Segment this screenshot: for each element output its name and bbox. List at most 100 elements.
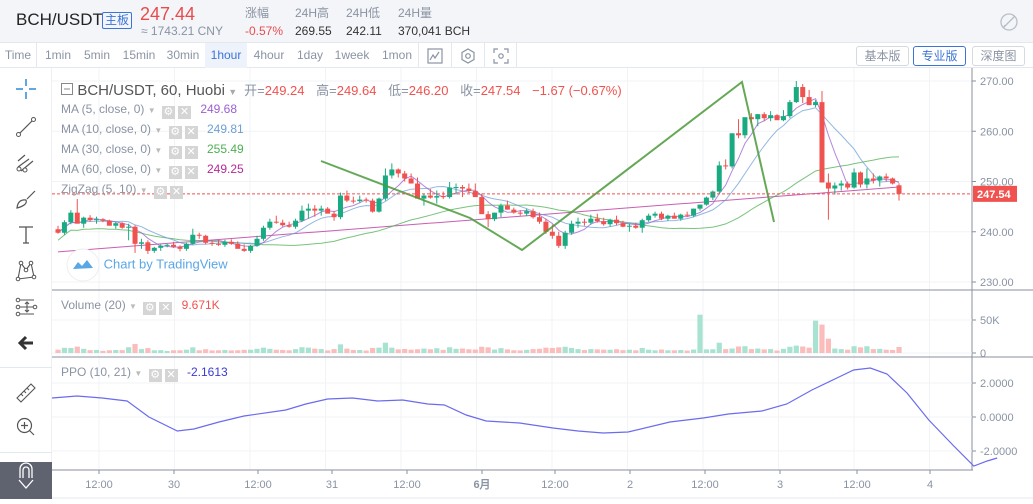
text-tool[interactable]: [11, 220, 41, 250]
stat-24h-volume: 24H量 370,041 BCH: [398, 6, 470, 40]
change-value: −1.67 (−0.67%): [532, 83, 622, 98]
settings-gear-icon[interactable]: ⚙: [153, 186, 167, 199]
tab-30min[interactable]: 30min: [166, 48, 200, 62]
settings-gear-icon[interactable]: ⚙: [168, 146, 182, 159]
svg-text:31: 31: [326, 479, 338, 491]
symbol-name[interactable]: BCH/USDT: [16, 10, 103, 29]
svg-text:2: 2: [627, 479, 633, 491]
svg-text:270.00: 270.00: [980, 76, 1014, 88]
crosshair-tool[interactable]: [11, 74, 41, 104]
ruler-tool[interactable]: [11, 378, 41, 408]
basic-view-button[interactable]: 基本版: [856, 46, 909, 66]
svg-text:6月: 6月: [473, 478, 490, 491]
tab-1hour[interactable]: 1hour: [205, 43, 247, 68]
back-tool[interactable]: [11, 328, 41, 358]
dropdown-caret-icon[interactable]: ▼: [134, 369, 143, 378]
svg-text:12:00: 12:00: [541, 479, 569, 491]
svg-text:4: 4: [927, 479, 933, 491]
depth-chart-button[interactable]: 深度图: [972, 46, 1025, 66]
indicator-button[interactable]: [418, 43, 451, 68]
svg-text:247.54: 247.54: [977, 189, 1012, 201]
svg-text:12:00: 12:00: [244, 479, 272, 491]
tab-5min[interactable]: 5min: [83, 48, 110, 62]
indicator-name[interactable]: MA (5, close, 0): [61, 102, 145, 116]
settings-button[interactable]: [451, 43, 484, 68]
settings-gear-icon[interactable]: ⚙: [143, 302, 157, 315]
indicator-name[interactable]: ZigZag (5, 10): [61, 182, 137, 196]
watermark-text: Chart by TradingView: [103, 256, 228, 272]
indicator-legend-ma10: MA (10, close, 0) ▼ ⚙ ✕ 249.81: [61, 122, 244, 139]
stat-value: 242.11: [346, 24, 382, 38]
tradingview-watermark[interactable]: Chart by TradingView: [66, 248, 228, 282]
dropdown-caret-icon[interactable]: ▼: [154, 146, 163, 155]
pattern-icon: [15, 260, 37, 282]
remove-icon[interactable]: ✕: [159, 302, 173, 315]
settings-hexagon-icon: [461, 47, 475, 64]
indicator-name[interactable]: MA (30, close, 0): [61, 142, 152, 156]
indicator-value: 249.68: [200, 102, 238, 116]
tab-1min[interactable]: 1min: [44, 48, 71, 62]
dropdown-caret-icon[interactable]: ▼: [129, 302, 137, 311]
settings-gear-icon[interactable]: ⚙: [168, 166, 182, 179]
tab-1week[interactable]: 1week: [334, 48, 370, 62]
stat-value: 370,041 BCH: [398, 24, 471, 38]
settings-gear-icon[interactable]: ⚙: [148, 369, 162, 382]
svg-text:230.00: 230.00: [980, 277, 1014, 289]
indicator-value: 249.81: [207, 122, 244, 136]
remove-icon[interactable]: ✕: [184, 146, 198, 159]
tab-time[interactable]: Time: [0, 43, 37, 68]
brush-icon: [16, 190, 36, 209]
remove-icon[interactable]: ✕: [164, 369, 178, 382]
theme-brush-icon[interactable]: [999, 12, 1019, 32]
remove-icon[interactable]: ✕: [184, 166, 198, 179]
tab-1day[interactable]: 1day: [296, 48, 324, 62]
stat-label: 24H量: [398, 6, 433, 20]
collapse-icon[interactable]: [61, 83, 74, 96]
settings-gear-icon[interactable]: ⚙: [168, 126, 182, 139]
indicator-name[interactable]: MA (10, close, 0): [61, 122, 152, 136]
indicator-value: 249.25: [207, 162, 244, 176]
ruler-icon: [16, 383, 36, 403]
stat-change: 涨幅 -0.57%: [245, 6, 283, 40]
indicator-name[interactable]: PPO (10, 21): [61, 365, 132, 379]
high-label: 高=: [316, 83, 337, 98]
magnet-tool[interactable]: [0, 462, 52, 499]
tab-4hour[interactable]: 4hour: [253, 48, 285, 62]
settings-gear-icon[interactable]: ⚙: [161, 106, 175, 119]
dropdown-caret-icon[interactable]: ▼: [139, 186, 148, 195]
prediction-tool[interactable]: [11, 292, 41, 322]
brush-tool[interactable]: [11, 184, 41, 214]
svg-text:-2.0000: -2.0000: [980, 446, 1017, 458]
dropdown-caret-icon[interactable]: ▼: [147, 106, 156, 115]
back-arrow-icon: [17, 335, 33, 351]
indicator-name[interactable]: Volume (20): [61, 298, 126, 312]
remove-icon[interactable]: ✕: [184, 126, 198, 139]
ppo-legend: PPO (10, 21) ▼ ⚙ ✕ -2.1613: [61, 365, 228, 382]
indicator-name[interactable]: MA (60, close, 0): [61, 162, 152, 176]
chart-area[interactable]: 270.00 260.00 250.00 240.00 230.00 247.54 50K 0…: [51, 68, 1033, 499]
series-title[interactable]: BCH/USDT, 60, Huobi: [77, 82, 225, 99]
tab-1mon[interactable]: 1mon: [381, 48, 413, 62]
zoom-in-tool[interactable]: [11, 412, 41, 442]
tab-15min[interactable]: 15min: [122, 48, 156, 62]
magnet-icon: [18, 462, 34, 489]
pitchfork-icon: [16, 154, 34, 173]
low-value: 246.20: [408, 83, 449, 98]
trend-line-icon: [16, 117, 36, 137]
dropdown-caret-icon[interactable]: ▼: [154, 166, 163, 175]
tradingview-cloud-icon: [66, 248, 100, 282]
cny-price: ≈ 1743.21 CNY: [141, 24, 223, 38]
main-series-legend: BCH/USDT, 60, Huobi ▼ 开=249.24 高=249.64 …: [61, 80, 630, 99]
remove-icon[interactable]: ✕: [177, 106, 191, 119]
trend-line-tool[interactable]: [11, 112, 41, 142]
pitchfork-tool[interactable]: [11, 148, 41, 178]
low-label: 低=: [388, 83, 409, 98]
dropdown-caret-icon[interactable]: ▼: [228, 87, 238, 97]
pattern-tool[interactable]: [11, 256, 41, 286]
remove-icon[interactable]: ✕: [169, 186, 183, 199]
chart-canvas[interactable]: 270.00 260.00 250.00 240.00 230.00 247.54 50K 0…: [51, 68, 1033, 499]
fullscreen-button[interactable]: [484, 43, 517, 68]
dropdown-caret-icon[interactable]: ▼: [154, 126, 163, 135]
pro-view-button[interactable]: 专业版: [913, 46, 966, 66]
open-label: 开=: [244, 83, 265, 98]
